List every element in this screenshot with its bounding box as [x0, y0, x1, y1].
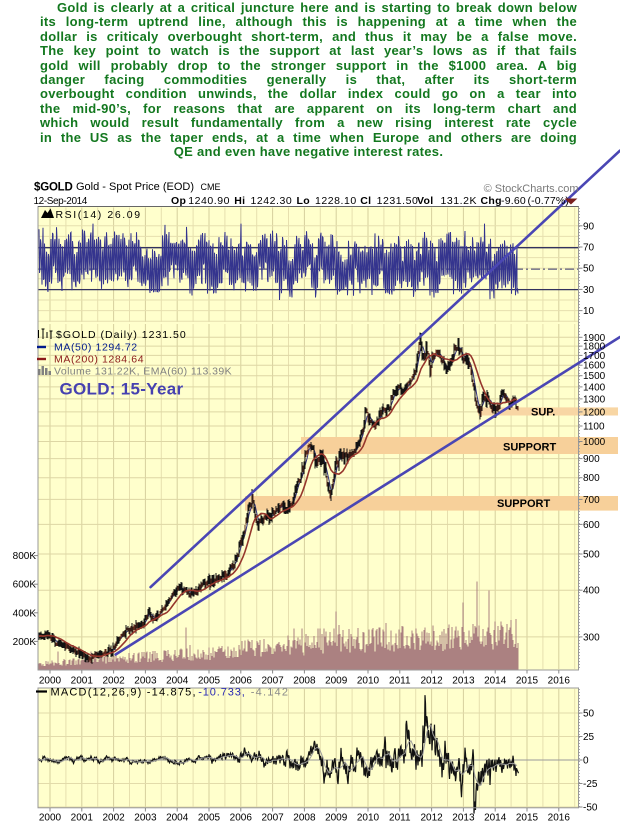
svg-text:2005: 2005 [198, 813, 221, 824]
svg-text:1600: 1600 [583, 361, 606, 372]
svg-text:2010: 2010 [357, 813, 380, 824]
svg-text:800K: 800K [13, 551, 37, 562]
svg-text:1900: 1900 [583, 333, 606, 344]
svg-text:2012: 2012 [420, 813, 443, 824]
svg-text:2015: 2015 [516, 676, 539, 687]
svg-text:© StockCharts.com: © StockCharts.com [484, 183, 579, 195]
svg-text:2007: 2007 [261, 813, 284, 824]
svg-text:900: 900 [583, 454, 600, 465]
svg-text:2014: 2014 [484, 813, 507, 824]
svg-text:600: 600 [583, 520, 600, 531]
svg-text:400K: 400K [13, 608, 37, 619]
svg-text:2008: 2008 [293, 676, 316, 687]
svg-text:2011: 2011 [389, 813, 411, 824]
svg-text:500: 500 [583, 550, 600, 561]
svg-text:Gold - Spot Price (EOD): Gold - Spot Price (EOD) [76, 181, 194, 193]
svg-text:1500: 1500 [583, 371, 606, 382]
svg-text:2006: 2006 [230, 676, 253, 687]
svg-text:2004: 2004 [166, 676, 189, 687]
svg-text:2008: 2008 [293, 813, 316, 824]
svg-text:2006: 2006 [230, 813, 253, 824]
svg-text:200K: 200K [13, 637, 37, 648]
svg-text:2005: 2005 [198, 676, 221, 687]
svg-text:SUPPORT: SUPPORT [497, 498, 550, 510]
svg-text:$GOLD: $GOLD [34, 182, 73, 194]
svg-text:2012: 2012 [420, 676, 443, 687]
svg-text:1200: 1200 [583, 407, 606, 418]
svg-text:1300: 1300 [583, 394, 606, 405]
svg-text:MACD(12,26,9) -14.875,: MACD(12,26,9) -14.875, [51, 687, 197, 699]
svg-text:10: 10 [583, 306, 595, 317]
svg-text:50: 50 [583, 709, 595, 720]
svg-text:300: 300 [583, 632, 600, 643]
svg-text:-50: -50 [583, 803, 598, 814]
svg-text:SUP.: SUP. [531, 407, 555, 419]
svg-text:2002: 2002 [102, 676, 125, 687]
svg-text:2011: 2011 [389, 676, 411, 687]
svg-text:2015: 2015 [516, 813, 539, 824]
svg-text:2004: 2004 [166, 813, 189, 824]
svg-text:2003: 2003 [134, 813, 157, 824]
svg-text:1400: 1400 [583, 382, 606, 393]
svg-text:2013: 2013 [452, 676, 475, 687]
svg-text:2009: 2009 [325, 676, 348, 687]
svg-text:12-Sep-2014: 12-Sep-2014 [34, 196, 88, 207]
svg-text:1700: 1700 [583, 351, 606, 362]
svg-text:1100: 1100 [583, 422, 605, 433]
svg-text:400: 400 [583, 586, 600, 597]
svg-text:MA(50) 1294.72: MA(50) 1294.72 [54, 342, 138, 354]
svg-text:2007: 2007 [261, 676, 284, 687]
svg-text:70: 70 [583, 243, 595, 254]
svg-text:2001: 2001 [71, 676, 94, 687]
svg-text:600K: 600K [13, 580, 37, 591]
svg-text:SUPPORT: SUPPORT [503, 442, 556, 454]
svg-text:Volume 131.22K, EMA(60) 113.39: Volume 131.22K, EMA(60) 113.39K [54, 365, 232, 377]
svg-text:2002: 2002 [102, 813, 125, 824]
svg-text:2013: 2013 [452, 813, 475, 824]
svg-text:2000: 2000 [39, 676, 62, 687]
svg-text:RSI(14) 26.09: RSI(14) 26.09 [56, 209, 142, 221]
svg-text:GOLD: 15-Year: GOLD: 15-Year [60, 380, 184, 399]
svg-text:-4.142: -4.142 [251, 687, 289, 699]
svg-text:2001: 2001 [71, 813, 94, 824]
svg-text:2009: 2009 [325, 813, 348, 824]
svg-text:1800: 1800 [583, 342, 606, 353]
svg-text:$GOLD (Daily) 1231.50: $GOLD (Daily) 1231.50 [56, 329, 187, 341]
svg-text:90: 90 [583, 221, 595, 232]
svg-text:0: 0 [583, 756, 589, 767]
svg-text:2014: 2014 [484, 676, 507, 687]
svg-text:700: 700 [583, 495, 600, 506]
svg-text:30: 30 [583, 285, 595, 296]
svg-text:2000: 2000 [39, 813, 62, 824]
svg-text:-25: -25 [583, 779, 598, 790]
svg-text:2016: 2016 [548, 676, 571, 687]
svg-text:CME: CME [201, 182, 221, 192]
svg-text:2010: 2010 [357, 676, 380, 687]
svg-text:1000: 1000 [583, 437, 606, 448]
svg-text:2016: 2016 [548, 813, 571, 824]
svg-text:-10.733,: -10.733, [198, 687, 246, 699]
svg-text:25: 25 [583, 732, 595, 743]
svg-text:50: 50 [583, 264, 595, 275]
svg-text:800: 800 [583, 473, 600, 484]
svg-text:2003: 2003 [134, 676, 157, 687]
svg-text:MA(200) 1284.64: MA(200) 1284.64 [54, 353, 144, 365]
